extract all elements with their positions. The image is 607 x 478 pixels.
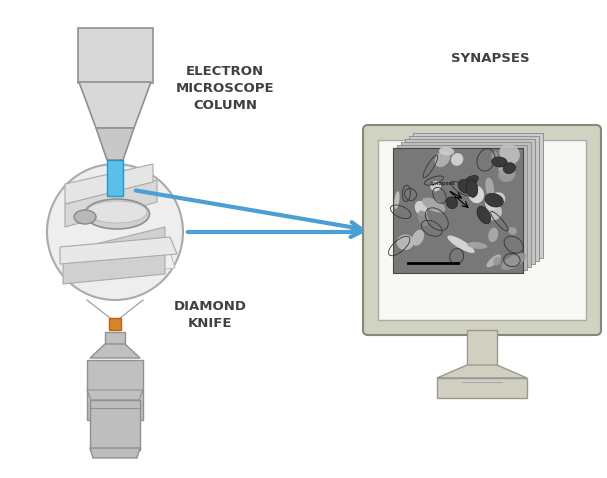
Ellipse shape <box>501 253 526 270</box>
Ellipse shape <box>463 175 478 187</box>
Bar <box>409 136 539 261</box>
Ellipse shape <box>469 185 484 203</box>
Circle shape <box>47 164 183 300</box>
Ellipse shape <box>486 177 494 198</box>
Bar <box>105 332 125 344</box>
Ellipse shape <box>477 206 490 224</box>
Polygon shape <box>65 252 175 278</box>
Ellipse shape <box>394 191 399 209</box>
Ellipse shape <box>498 157 515 176</box>
Ellipse shape <box>466 180 478 197</box>
Ellipse shape <box>74 210 96 224</box>
Bar <box>107 160 123 196</box>
Ellipse shape <box>418 210 429 226</box>
Ellipse shape <box>500 144 520 164</box>
Ellipse shape <box>446 197 458 208</box>
Ellipse shape <box>412 229 424 246</box>
Ellipse shape <box>485 192 505 210</box>
FancyArrowPatch shape <box>188 227 361 237</box>
Bar <box>87 360 143 420</box>
Polygon shape <box>65 180 157 227</box>
Ellipse shape <box>87 201 147 223</box>
Ellipse shape <box>458 180 472 193</box>
Bar <box>378 140 586 320</box>
Ellipse shape <box>485 194 503 207</box>
Bar <box>401 142 531 267</box>
Ellipse shape <box>439 147 454 155</box>
Bar <box>437 378 527 398</box>
Text: synapses: synapses <box>430 181 456 186</box>
Ellipse shape <box>84 199 149 229</box>
Text: ELECTRON
MICROSCOPE
COLUMN: ELECTRON MICROSCOPE COLUMN <box>175 65 274 111</box>
Ellipse shape <box>422 198 446 213</box>
Bar <box>467 330 497 366</box>
Polygon shape <box>60 237 177 264</box>
Polygon shape <box>90 448 140 458</box>
FancyArrowPatch shape <box>136 190 361 232</box>
Ellipse shape <box>415 201 427 216</box>
Ellipse shape <box>447 236 475 253</box>
Ellipse shape <box>503 163 515 174</box>
Bar <box>405 139 535 264</box>
Polygon shape <box>79 82 151 128</box>
FancyBboxPatch shape <box>363 125 601 335</box>
Bar <box>397 145 527 270</box>
Polygon shape <box>90 344 140 358</box>
Ellipse shape <box>488 228 498 242</box>
Polygon shape <box>96 128 134 160</box>
Ellipse shape <box>430 181 441 191</box>
Ellipse shape <box>498 166 515 182</box>
Ellipse shape <box>451 153 463 166</box>
Text: DIAMOND
KNIFE: DIAMOND KNIFE <box>174 300 246 330</box>
Ellipse shape <box>467 242 487 249</box>
Ellipse shape <box>508 227 517 235</box>
Text: SYNAPSES: SYNAPSES <box>450 52 529 65</box>
Bar <box>393 148 523 273</box>
Ellipse shape <box>492 157 507 167</box>
Ellipse shape <box>396 234 414 250</box>
Polygon shape <box>437 365 527 378</box>
Ellipse shape <box>435 150 450 167</box>
Ellipse shape <box>484 204 502 220</box>
Bar <box>78 28 152 83</box>
Polygon shape <box>63 227 165 284</box>
Bar <box>109 318 121 330</box>
Ellipse shape <box>491 152 498 161</box>
Bar <box>90 400 140 450</box>
Polygon shape <box>65 164 153 204</box>
Bar <box>413 133 543 258</box>
Ellipse shape <box>486 254 501 267</box>
Polygon shape <box>87 390 143 400</box>
Ellipse shape <box>493 257 501 266</box>
